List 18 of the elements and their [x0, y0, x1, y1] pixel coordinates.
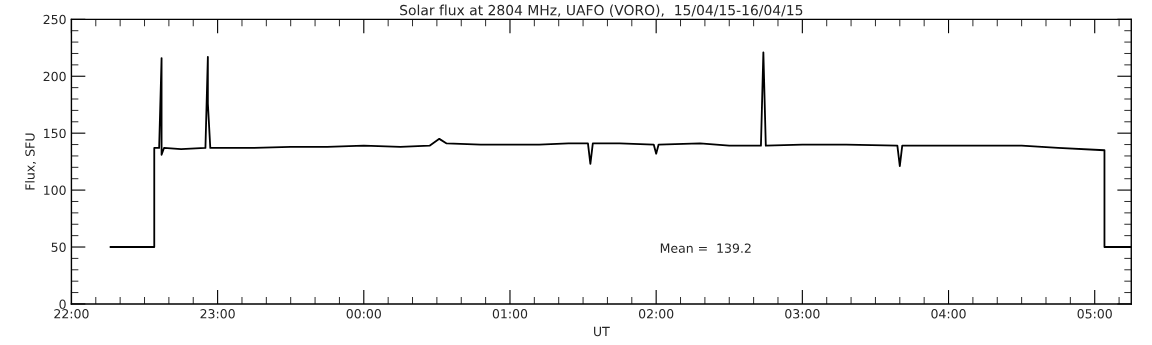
x-tick-label: 03:00 [785, 309, 820, 319]
x-tick-label: 22:00 [54, 309, 89, 319]
y-tick-label: 100 [44, 185, 66, 196]
y-axis-title: Flux, SFU [25, 133, 36, 190]
x-tick-label: 23:00 [200, 309, 235, 319]
x-axis-title: UT [594, 326, 610, 337]
x-tick-label: 02:00 [638, 309, 674, 319]
y-tick-label: 0 [59, 299, 66, 309]
y-tick-label: 250 [43, 14, 66, 25]
x-tick-label: 05:00 [1077, 309, 1112, 319]
y-tick-label: 200 [43, 71, 66, 82]
y-tick-label: 50 [51, 242, 66, 252]
y-tick-label: 150 [44, 128, 66, 139]
chart-title: Solar flux at 2804 MHz, UAFO (VORO), 15/04/15-16/04/15 [400, 4, 803, 17]
x-tick-label: 00:00 [346, 309, 381, 319]
x-tick-label: 04:00 [931, 309, 966, 319]
annotation: Mean = 139.2 [660, 243, 751, 253]
x-tick-label: 01:00 [492, 309, 528, 319]
